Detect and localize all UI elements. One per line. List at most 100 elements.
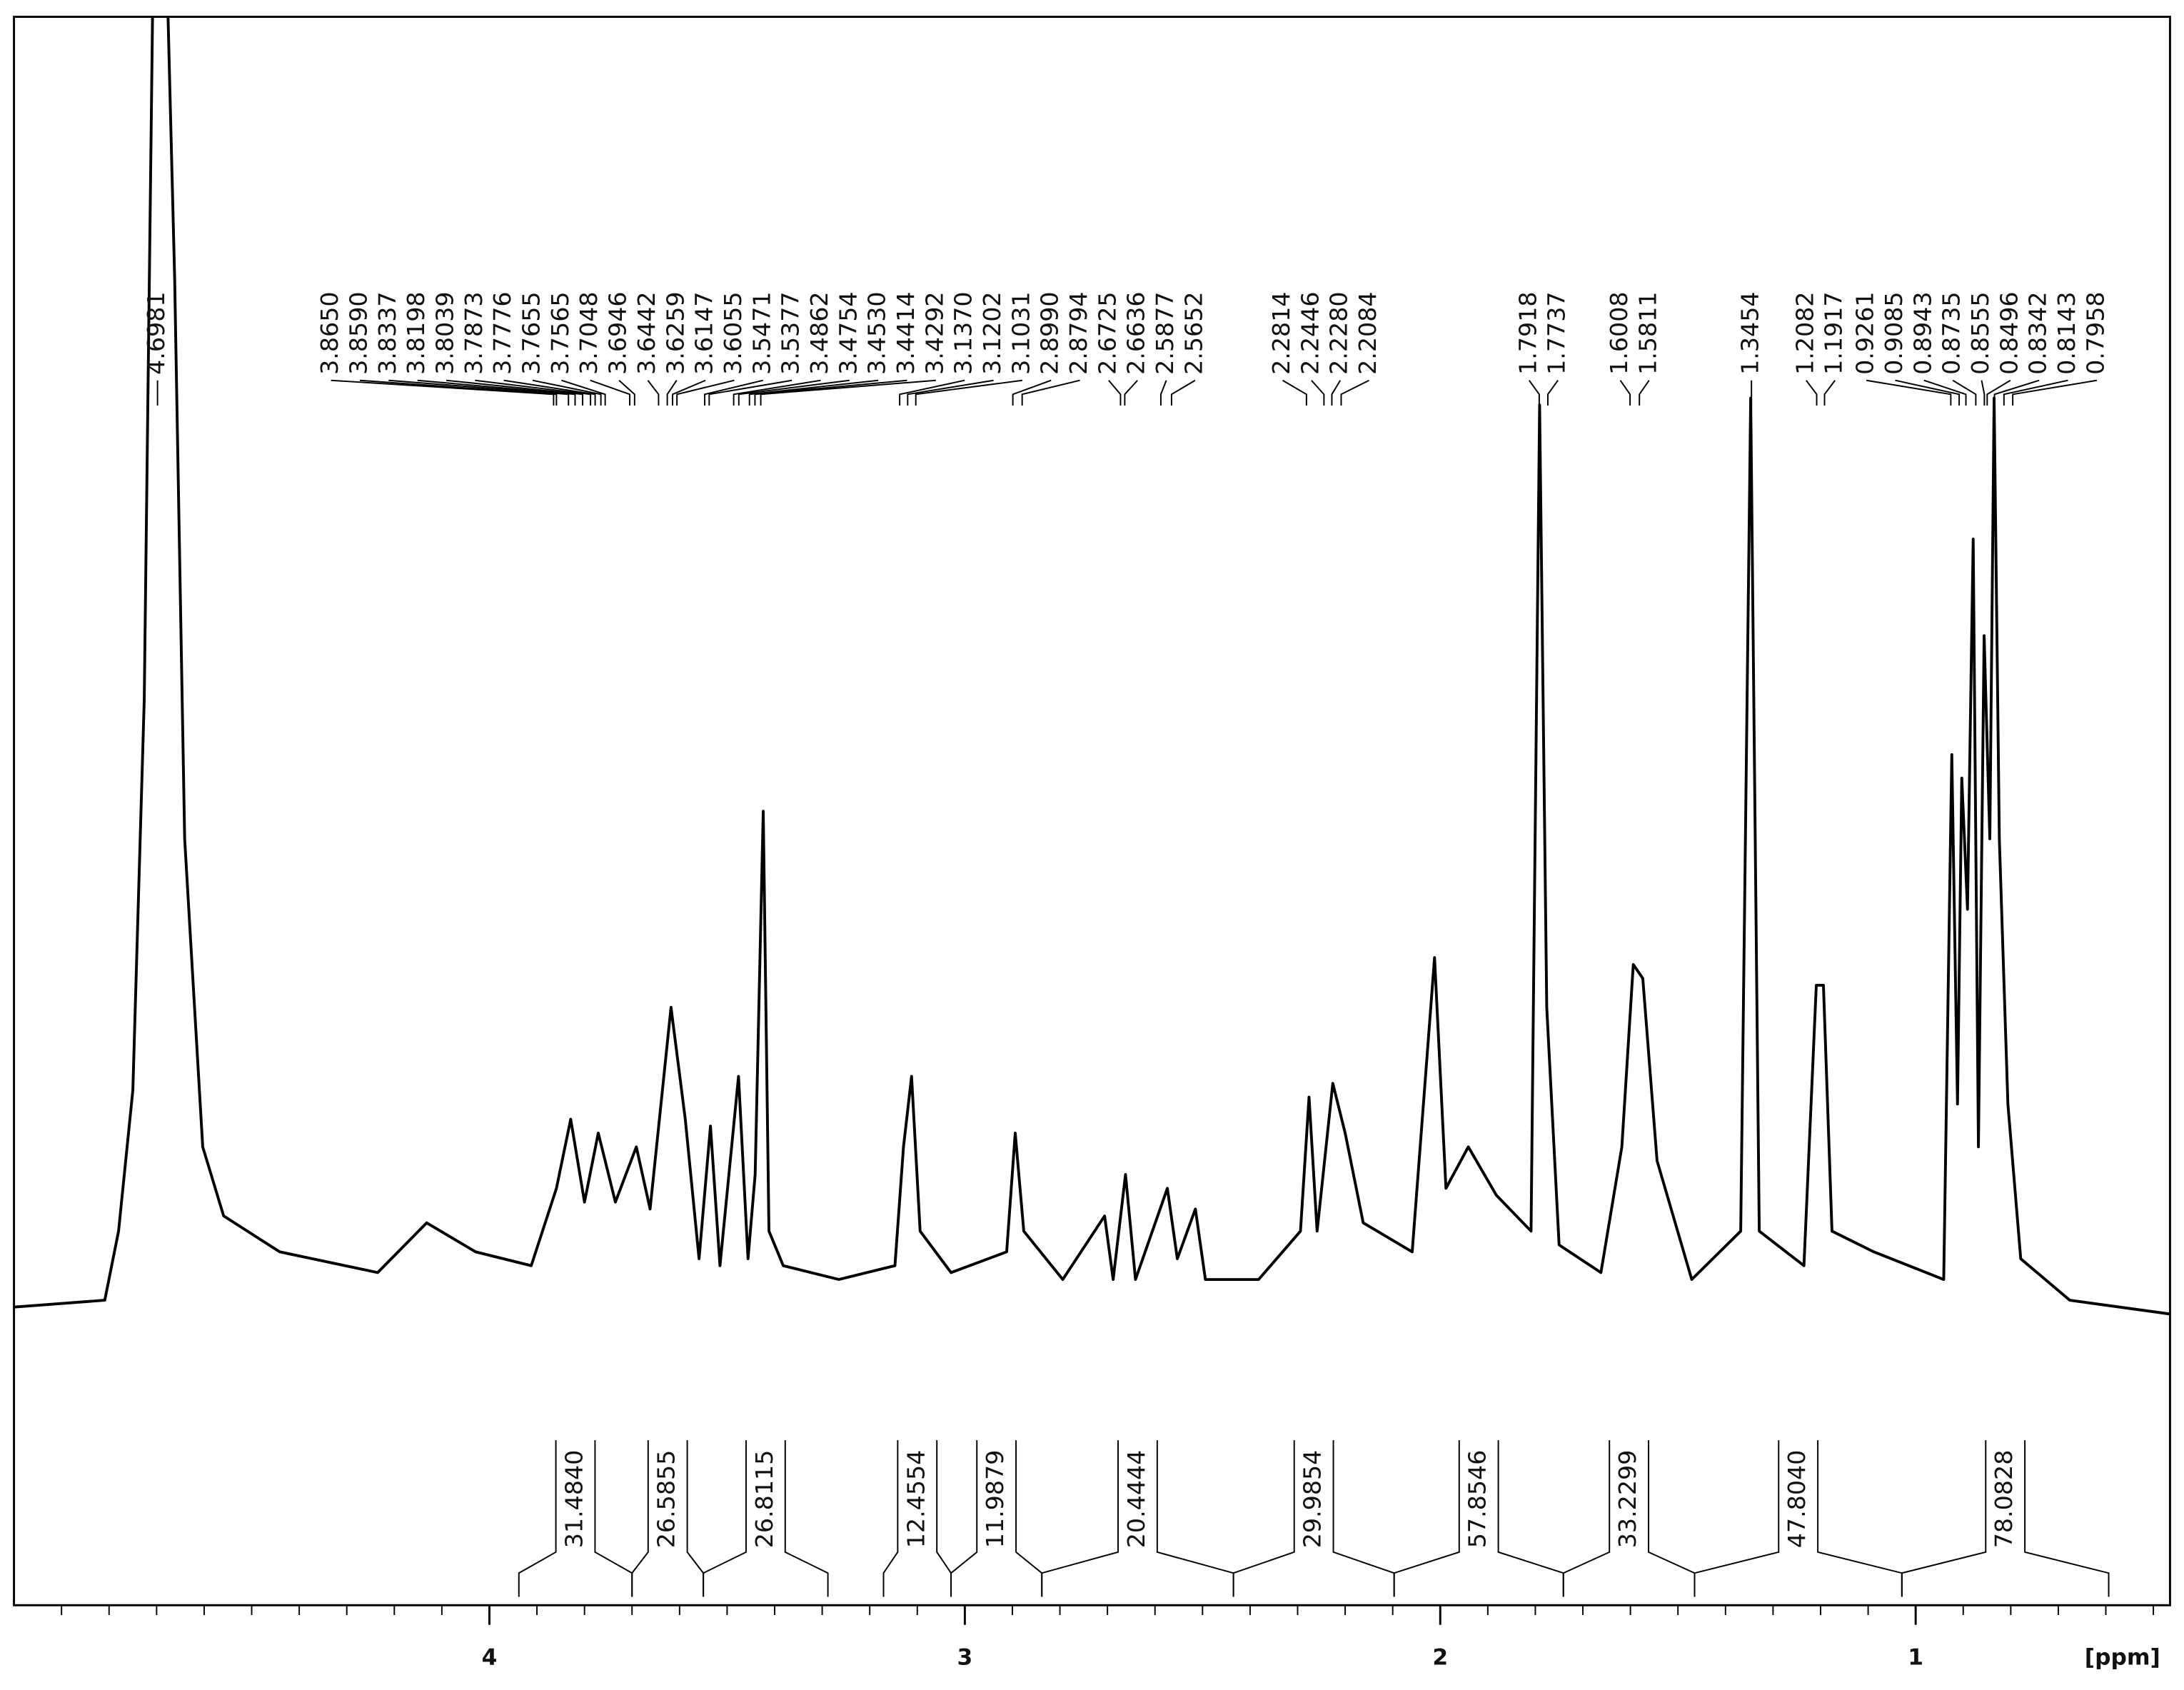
x-tick-label: 2 [1432,1645,1448,1671]
integral-bracket [882,1440,899,1597]
peak-connector [676,379,735,406]
integral-bracket [631,1440,649,1597]
peak-label: 3.7048 [575,291,603,374]
peak-connector [915,379,1022,406]
peak-connector [1331,380,1342,406]
peak-connector [666,380,678,406]
peak-connector [672,379,706,406]
integral-bracket [1232,1440,1295,1597]
peak-label: 3.6259 [661,291,689,374]
peak-connector [2012,379,2098,406]
peak-connector [1311,380,1325,406]
peak-connector [760,379,936,406]
integral-label: 20.4444 [1122,1450,1150,1549]
peak-connector [1895,379,1961,406]
integral-label: 12.4554 [902,1450,930,1549]
peak-connector [704,379,764,406]
peak-connector [1986,379,2011,406]
peak-connector [1108,380,1122,406]
plot-frame [13,16,2171,1606]
peak-label: 3.8590 [344,291,372,374]
peak-label: 0.8496 [1995,291,2023,374]
peak-connector [754,379,907,406]
x-axis-label: [ppm] [2085,1645,2160,1671]
integral-bracket-right [1648,1440,1696,1597]
peak-label: 2.5877 [1151,291,1179,374]
x-tick-label: 4 [482,1645,498,1671]
peak-label: 3.6442 [633,291,660,374]
integral-bracket-right [1156,1440,1234,1597]
peak-label: 3.6055 [719,291,747,374]
integral-bracket-right [686,1440,705,1597]
peak-label: 1.2082 [1791,291,1818,374]
peak-label: 3.8039 [431,291,459,374]
peak-label: 2.2446 [1296,291,1324,374]
peak-label: 3.1031 [1007,291,1035,374]
peak-connector [446,379,584,406]
integral-bracket-right [784,1440,829,1597]
peak-connector [1546,380,1559,406]
peak-connector [1923,379,1967,406]
peak-connector [417,379,576,406]
peak-connector [899,379,965,406]
peak-connector [1282,379,1307,406]
integral-label: 11.9879 [981,1450,1009,1549]
peak-label: 0.8943 [1908,291,1936,374]
peak-connector [1952,379,1977,406]
peak-label: 3.5471 [748,291,775,374]
peak-label: 3.4754 [834,291,862,374]
peak-connector [359,379,558,406]
peak-label: 3.8650 [316,291,343,374]
integral-bracket [1393,1440,1460,1597]
peak-connector [1806,380,1818,406]
peak-label: 3.8337 [373,291,401,374]
integral-label: 47.8040 [1783,1450,1811,1549]
integral-bracket [950,1440,978,1597]
integral-bracket [703,1440,747,1597]
peak-label: 1.1917 [1820,291,1848,374]
integral-bracket [1041,1440,1119,1597]
integral-label: 31.4840 [560,1450,588,1549]
peak-connector [1639,380,1650,406]
peak-label: 3.1202 [978,291,1006,374]
integral-bracket-right [1015,1440,1043,1597]
peak-connector [738,379,850,406]
peak-label: 3.6946 [604,291,632,374]
peak-label: 1.6008 [1605,291,1633,374]
peak-connector [1170,379,1196,406]
peak-label: 2.8794 [1065,291,1092,374]
peak-label: 4.6981 [142,291,170,374]
peak-connector [561,379,606,406]
peak-label: 3.8198 [402,291,430,374]
peak-label: 3.7873 [460,291,488,374]
peak-label: 3.7565 [546,291,574,374]
peak-label: 0.9261 [1851,291,1879,374]
peak-label: 3.4414 [892,291,920,374]
peak-label: 3.7776 [488,291,516,374]
peak-connector [1021,379,1080,406]
peak-connector [1528,380,1540,406]
integral-label: 29.9854 [1299,1450,1327,1549]
integral-label: 33.2299 [1614,1450,1641,1549]
peak-label: 0.7958 [2081,291,2109,374]
integral-bracket-right [1497,1440,1564,1597]
peak-connector [618,380,635,406]
integral-bracket-right [936,1440,952,1597]
peak-connector [1866,379,1952,406]
integral-bracket [518,1440,557,1597]
peak-connector [532,379,602,406]
peak-label: 2.2280 [1325,291,1353,374]
peak-connector [1340,379,1370,406]
peak-connector [1981,380,1986,406]
peak-label: 0.8342 [2024,291,2052,374]
peak-label: 3.7655 [518,291,545,374]
integral-bracket [1562,1440,1611,1597]
peak-label: 0.9085 [1880,291,1908,374]
peak-connector [2003,379,2068,406]
peak-label: 3.4862 [805,291,833,374]
peak-label: 0.8555 [1966,291,1994,374]
peak-label: 0.8735 [1938,291,1966,374]
integral-bracket-right [1332,1440,1395,1597]
